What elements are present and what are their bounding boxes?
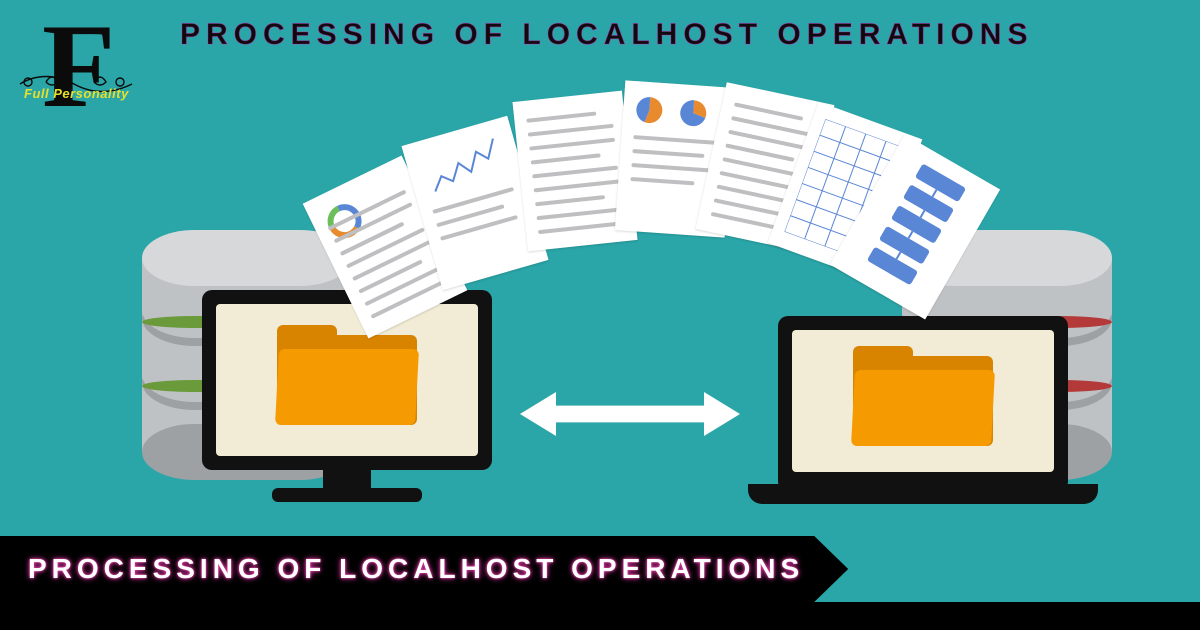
- ground-strip: [0, 602, 1200, 630]
- footer-banner: PROCESSING OF LOCALHOST OPERATIONS: [0, 536, 848, 602]
- folder-icon: [277, 325, 417, 425]
- transfer-arrow-icon: [520, 392, 740, 436]
- footer-banner-text: PROCESSING OF LOCALHOST OPERATIONS: [28, 553, 804, 585]
- brand-logo: F Full Personality: [14, 12, 144, 142]
- infographic-stage: F Full Personality PROCESSING OF LOCALHO…: [0, 0, 1200, 630]
- folder-icon: [853, 346, 993, 446]
- documents-transfer-icon: [320, 82, 960, 312]
- page-title: PROCESSING OF LOCALHOST OPERATIONS: [180, 18, 1180, 52]
- logo-glyph: F: [42, 6, 115, 126]
- desktop-monitor-icon: [202, 290, 492, 530]
- logo-tagline: Full Personality: [24, 86, 129, 101]
